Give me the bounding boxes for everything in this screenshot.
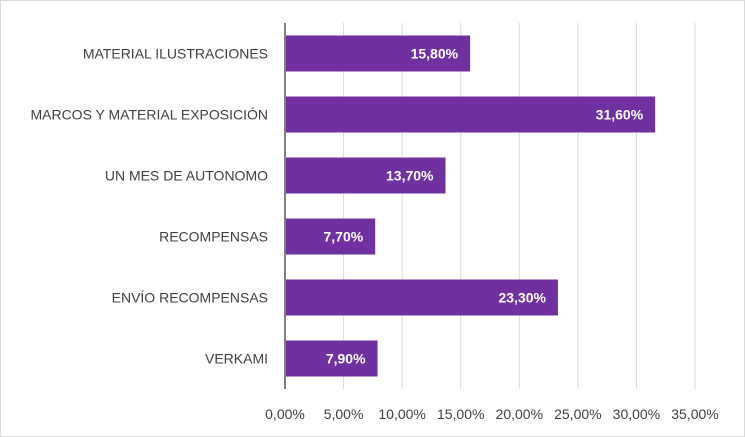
tick-label-4: 20,00% (496, 406, 543, 422)
tick-label-3: 15,00% (437, 406, 484, 422)
data-label-2: 13,70% (386, 168, 434, 184)
grid (343, 23, 696, 389)
tick-label-6: 30,00% (613, 406, 660, 422)
category-label-1: MARCOS Y MATERIAL EXPOSICIÓN (30, 107, 268, 123)
tick-label-2: 10,00% (378, 406, 425, 422)
tick-label-0: 0,00% (265, 406, 305, 422)
data-label-5: 7,90% (326, 351, 366, 367)
bars (285, 35, 656, 377)
category-label-0: MATERIAL ILUSTRACIONES (83, 46, 268, 62)
category-label-2: UN MES DE AUTONOMO (105, 168, 268, 184)
data-label-3: 7,70% (323, 229, 363, 245)
category-label-5: VERKAMI (205, 351, 268, 367)
bar-1[interactable] (285, 96, 656, 133)
tick-label-7: 35,00% (671, 406, 718, 422)
data-labels: 15,80% 31,60% 13,70% 7,70% 23,30% 7,90% (323, 46, 643, 367)
tick-label-1: 5,00% (324, 406, 364, 422)
data-label-0: 15,80% (411, 46, 459, 62)
bar-5[interactable] (285, 340, 378, 377)
data-label-1: 31,60% (596, 107, 644, 123)
value-axis-tick-labels: 0,00% 5,00% 10,00% 15,00% 20,00% 25,00% 30,00%… (265, 406, 719, 422)
bar-3[interactable] (285, 218, 376, 255)
category-label-3: RECOMPENSAS (159, 229, 268, 245)
category-axis-labels: MATERIAL ILUSTRACIONES MARCOS Y MATERIAL … (30, 46, 268, 367)
tick-label-5: 25,00% (554, 406, 601, 422)
data-label-4: 23,30% (498, 290, 546, 306)
bar-2[interactable] (285, 157, 446, 194)
category-label-4: ENVÍO RECOMPENSAS (112, 290, 268, 306)
bar-0[interactable] (285, 35, 471, 72)
bar-4[interactable] (285, 279, 558, 316)
